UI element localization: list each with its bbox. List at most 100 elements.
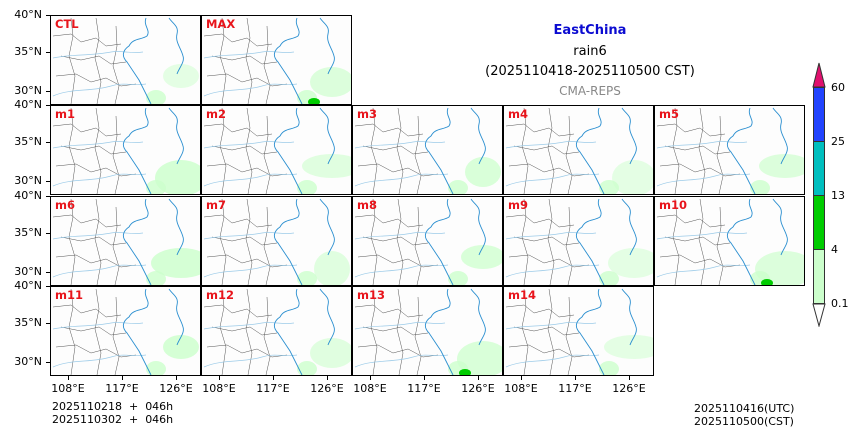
map-panel-m12: m12 bbox=[201, 285, 352, 376]
panel-label: m12 bbox=[206, 287, 234, 302]
panel-label: m4 bbox=[508, 107, 528, 122]
y-tick bbox=[46, 91, 50, 92]
colorbar-over-arrow-icon bbox=[812, 62, 826, 88]
y-tick bbox=[46, 52, 50, 53]
map-panel-m8: m8 bbox=[352, 195, 503, 286]
x-tick bbox=[370, 376, 371, 380]
map-icon bbox=[52, 17, 199, 104]
x-tick-label: 117°E bbox=[256, 382, 290, 395]
panel-label: m6 bbox=[55, 197, 75, 212]
x-tick bbox=[176, 376, 177, 380]
colorbar-under-arrow-icon bbox=[812, 303, 826, 327]
y-tick-label: 35°N bbox=[14, 225, 42, 239]
valid-time-info: 2025110416(UTC) 2025110500(CST) bbox=[694, 402, 794, 428]
x-tick bbox=[219, 376, 220, 380]
y-tick-label: 40°N bbox=[14, 98, 42, 112]
x-tick-label: 108°E bbox=[202, 382, 236, 395]
y-tick bbox=[46, 105, 50, 107]
period-title: (2025110418-2025110500 CST) bbox=[485, 64, 695, 79]
y-tick bbox=[46, 181, 50, 183]
map-icon bbox=[203, 288, 351, 375]
colorbar-label-4: 4 bbox=[831, 243, 838, 256]
map-icon bbox=[203, 108, 351, 195]
valid-cst: 2025110500(CST) bbox=[694, 415, 794, 428]
panel-label: m1 bbox=[55, 107, 75, 122]
x-tick-label: 108°E bbox=[51, 382, 85, 395]
y-tick bbox=[46, 271, 50, 273]
map-icon bbox=[656, 198, 804, 285]
y-tick-label: 40°N bbox=[14, 278, 42, 292]
y-tick-label: 30°N bbox=[14, 264, 42, 278]
map-panel-m13: m13 bbox=[352, 285, 503, 376]
x-tick bbox=[478, 376, 479, 380]
panel-label: m11 bbox=[55, 287, 83, 302]
colorbar-label-13: 13 bbox=[831, 189, 845, 202]
x-tick-label: 117°E bbox=[558, 382, 592, 395]
x-tick-label: 126°E bbox=[612, 382, 646, 395]
x-tick bbox=[521, 376, 522, 380]
map-panel-m9: m9 bbox=[503, 195, 654, 286]
colorbar-label-60: 60 bbox=[831, 81, 845, 94]
y-tick bbox=[46, 322, 50, 324]
map-icon bbox=[52, 198, 200, 285]
map-panel-m2: m2 bbox=[201, 105, 352, 196]
init-time-info: 2025110218 + 046h 2025110302 + 046h bbox=[52, 400, 173, 426]
x-tick bbox=[68, 376, 69, 380]
y-tick-label: 35°N bbox=[14, 315, 42, 329]
map-icon bbox=[505, 108, 653, 195]
map-panel-m1: m1 bbox=[50, 105, 201, 196]
y-tick bbox=[46, 285, 50, 287]
colorbar-seg-4-13 bbox=[813, 195, 825, 250]
y-tick-label: 35°N bbox=[14, 135, 42, 149]
map-icon bbox=[354, 108, 501, 195]
colorbar-seg-0.1-4 bbox=[813, 249, 825, 304]
y-tick bbox=[46, 15, 50, 16]
colorbar-seg-25-60 bbox=[813, 87, 825, 142]
map-panel-m6: m6 bbox=[50, 195, 201, 286]
y-tick-label: 30°N bbox=[14, 174, 42, 188]
panel-label: m5 bbox=[659, 107, 679, 122]
colorbar-label-0.1: 0.1 bbox=[831, 297, 849, 310]
map-panel-m10: m10 bbox=[654, 195, 805, 286]
valid-utc: 2025110416(UTC) bbox=[694, 402, 795, 415]
panel-label: m7 bbox=[206, 197, 226, 212]
x-tick bbox=[575, 376, 576, 380]
model-title: CMA-REPS bbox=[559, 84, 621, 98]
y-tick bbox=[46, 361, 50, 363]
panel-label: m9 bbox=[508, 197, 528, 212]
map-icon bbox=[505, 198, 653, 285]
y-tick-label: 30°N bbox=[14, 84, 42, 97]
init-line-2: 2025110302 + 046h bbox=[52, 413, 174, 426]
panel-label: MAX bbox=[206, 17, 236, 31]
y-tick-label: 40°N bbox=[14, 8, 42, 21]
map-icon bbox=[52, 108, 200, 195]
x-tick-label: 126°E bbox=[461, 382, 495, 395]
map-panel-m3: m3 bbox=[352, 105, 503, 196]
map-panel-max: MAX bbox=[201, 15, 352, 105]
y-tick-label: 30°N bbox=[14, 354, 42, 368]
y-tick-label: 35°N bbox=[14, 45, 42, 58]
x-tick-label: 117°E bbox=[407, 382, 441, 395]
colorbar-label-25: 25 bbox=[831, 135, 845, 148]
map-panel-ctl: CTL bbox=[50, 15, 201, 105]
panel-label: m10 bbox=[659, 197, 687, 212]
x-tick bbox=[327, 376, 328, 380]
map-icon bbox=[656, 108, 804, 195]
map-panel-m4: m4 bbox=[503, 105, 654, 196]
panel-label: CTL bbox=[55, 17, 79, 31]
x-tick-label: 126°E bbox=[310, 382, 344, 395]
panel-label: m14 bbox=[508, 287, 536, 302]
map-icon bbox=[354, 288, 502, 375]
map-icon bbox=[505, 288, 653, 375]
x-tick bbox=[122, 376, 123, 380]
map-panel-m7: m7 bbox=[201, 195, 352, 286]
panel-label: m2 bbox=[206, 107, 226, 122]
map-panel-m5: m5 bbox=[654, 105, 805, 196]
x-tick-label: 108°E bbox=[353, 382, 387, 395]
variable-title: rain6 bbox=[573, 44, 607, 59]
map-panel-m11: m11 bbox=[50, 285, 201, 376]
y-tick bbox=[46, 142, 50, 144]
y-tick bbox=[46, 232, 50, 234]
map-icon bbox=[354, 198, 502, 285]
x-tick bbox=[629, 376, 630, 380]
